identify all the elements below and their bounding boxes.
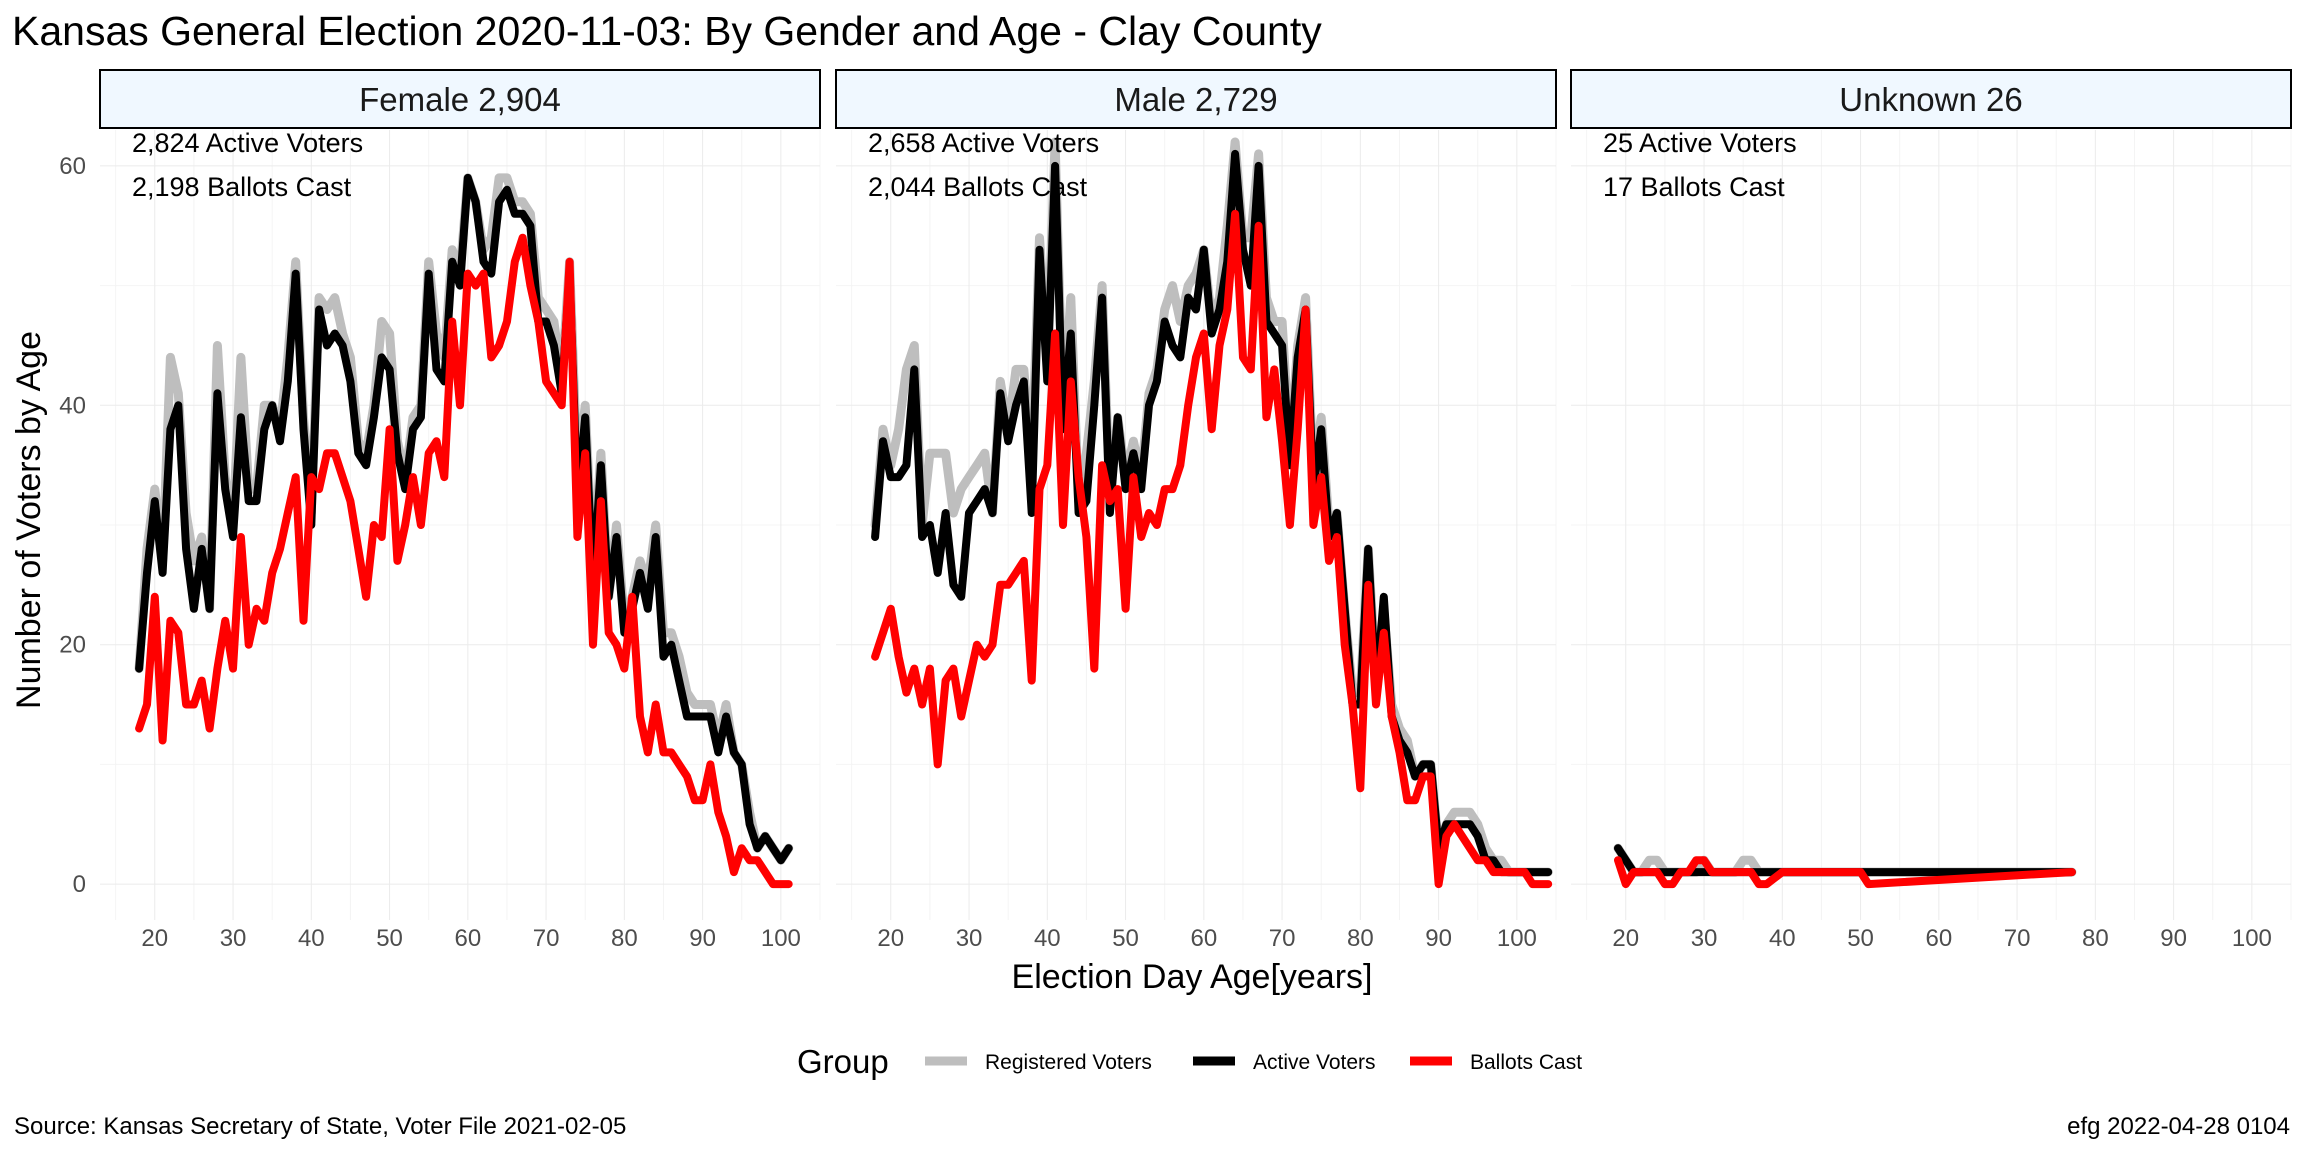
panel-strip: [1570, 69, 2292, 129]
y-tick-label: 60: [59, 153, 86, 180]
chart-title: Kansas General Election 2020-11-03: By G…: [12, 8, 1322, 54]
x-tick-label: 100: [1497, 925, 1537, 952]
x-tick-label: 40: [1769, 925, 1796, 952]
x-tick-label: 60: [1190, 925, 1217, 952]
panel-0: Female 2,904 20 30 40 50 60 70 80 90 100 2,824 Act…: [99, 69, 821, 952]
x-tick-label: 80: [611, 925, 638, 952]
x-axis-label: Election Day Age[years]: [1012, 958, 1373, 996]
x-tick-label: 90: [1425, 925, 1452, 952]
y-tick-label: 40: [59, 392, 86, 419]
x-tick-label: 100: [761, 925, 801, 952]
x-tick-label: 60: [1925, 925, 1952, 952]
legend: Group Registered Voters Active Voters Ballo…: [797, 1043, 1582, 1080]
legend-label: Registered Voters: [985, 1051, 1152, 1074]
panel-1: Male 2,729 20 30 40 50 60 70 80 90 100 2,658 Activ…: [835, 69, 1557, 952]
x-tick-label: 50: [1847, 925, 1874, 952]
y-axis-label: Number of Voters by Age: [10, 331, 48, 709]
x-tick-label: 100: [2232, 925, 2272, 952]
legend-label: Ballots Cast: [1470, 1051, 1582, 1074]
series-line-ballots: [135, 233, 793, 889]
panel-annotation: 17 Ballots Cast: [1603, 172, 1785, 202]
y-tick-label: 0: [73, 871, 86, 898]
panel-annotation: 2,198 Ballots Cast: [132, 172, 352, 202]
panel-2: Unknown 26 20 30 40 50 60 70 80 90 100 25 Active V…: [1570, 69, 2292, 952]
x-tick-label: 20: [877, 925, 904, 952]
panel-annotation: 2,658 Active Voters: [868, 128, 1099, 158]
panel-strip-label: Male 2,729: [1114, 81, 1277, 118]
x-tick-label: 90: [689, 925, 716, 952]
panel-strip: [99, 69, 821, 129]
x-tick-label: 30: [1691, 925, 1718, 952]
panel-annotation: 2,044 Ballots Cast: [868, 172, 1088, 202]
x-tick-label: 50: [1112, 925, 1139, 952]
x-tick-label: 70: [2004, 925, 2031, 952]
panel-annotation: 25 Active Voters: [1603, 128, 1797, 158]
panel-strip: [835, 69, 1557, 129]
series-line-active: [135, 173, 793, 865]
legend-label: Active Voters: [1253, 1051, 1376, 1074]
x-tick-label: 80: [1347, 925, 1374, 952]
x-tick-label: 20: [141, 925, 168, 952]
x-tick-label: 70: [533, 925, 560, 952]
source-note: Source: Kansas Secretary of State, Voter…: [14, 1113, 626, 1140]
panel-annotation: 2,824 Active Voters: [132, 128, 363, 158]
y-tick-label: 20: [59, 632, 86, 659]
series-line-ballots: [871, 209, 1553, 889]
x-tick-label: 40: [1034, 925, 1061, 952]
x-tick-label: 40: [298, 925, 325, 952]
x-tick-label: 30: [220, 925, 247, 952]
x-tick-label: 90: [2160, 925, 2187, 952]
x-tick-label: 20: [1612, 925, 1639, 952]
credit-note: efg 2022-04-28 0104: [2067, 1113, 2290, 1140]
x-tick-label: 80: [2082, 925, 2109, 952]
x-tick-label: 60: [454, 925, 481, 952]
panel-strip-label: Female 2,904: [359, 81, 561, 118]
x-tick-label: 50: [376, 925, 403, 952]
panel-grid: [1571, 130, 2292, 920]
panel-strip-label: Unknown 26: [1839, 81, 2022, 118]
legend-title: Group: [797, 1043, 889, 1080]
panels: Female 2,904 20 30 40 50 60 70 80 90 100 2,824 Act…: [59, 69, 2292, 952]
x-tick-label: 30: [956, 925, 983, 952]
series-line-ballots: [1614, 856, 2076, 889]
x-tick-label: 70: [1269, 925, 1296, 952]
